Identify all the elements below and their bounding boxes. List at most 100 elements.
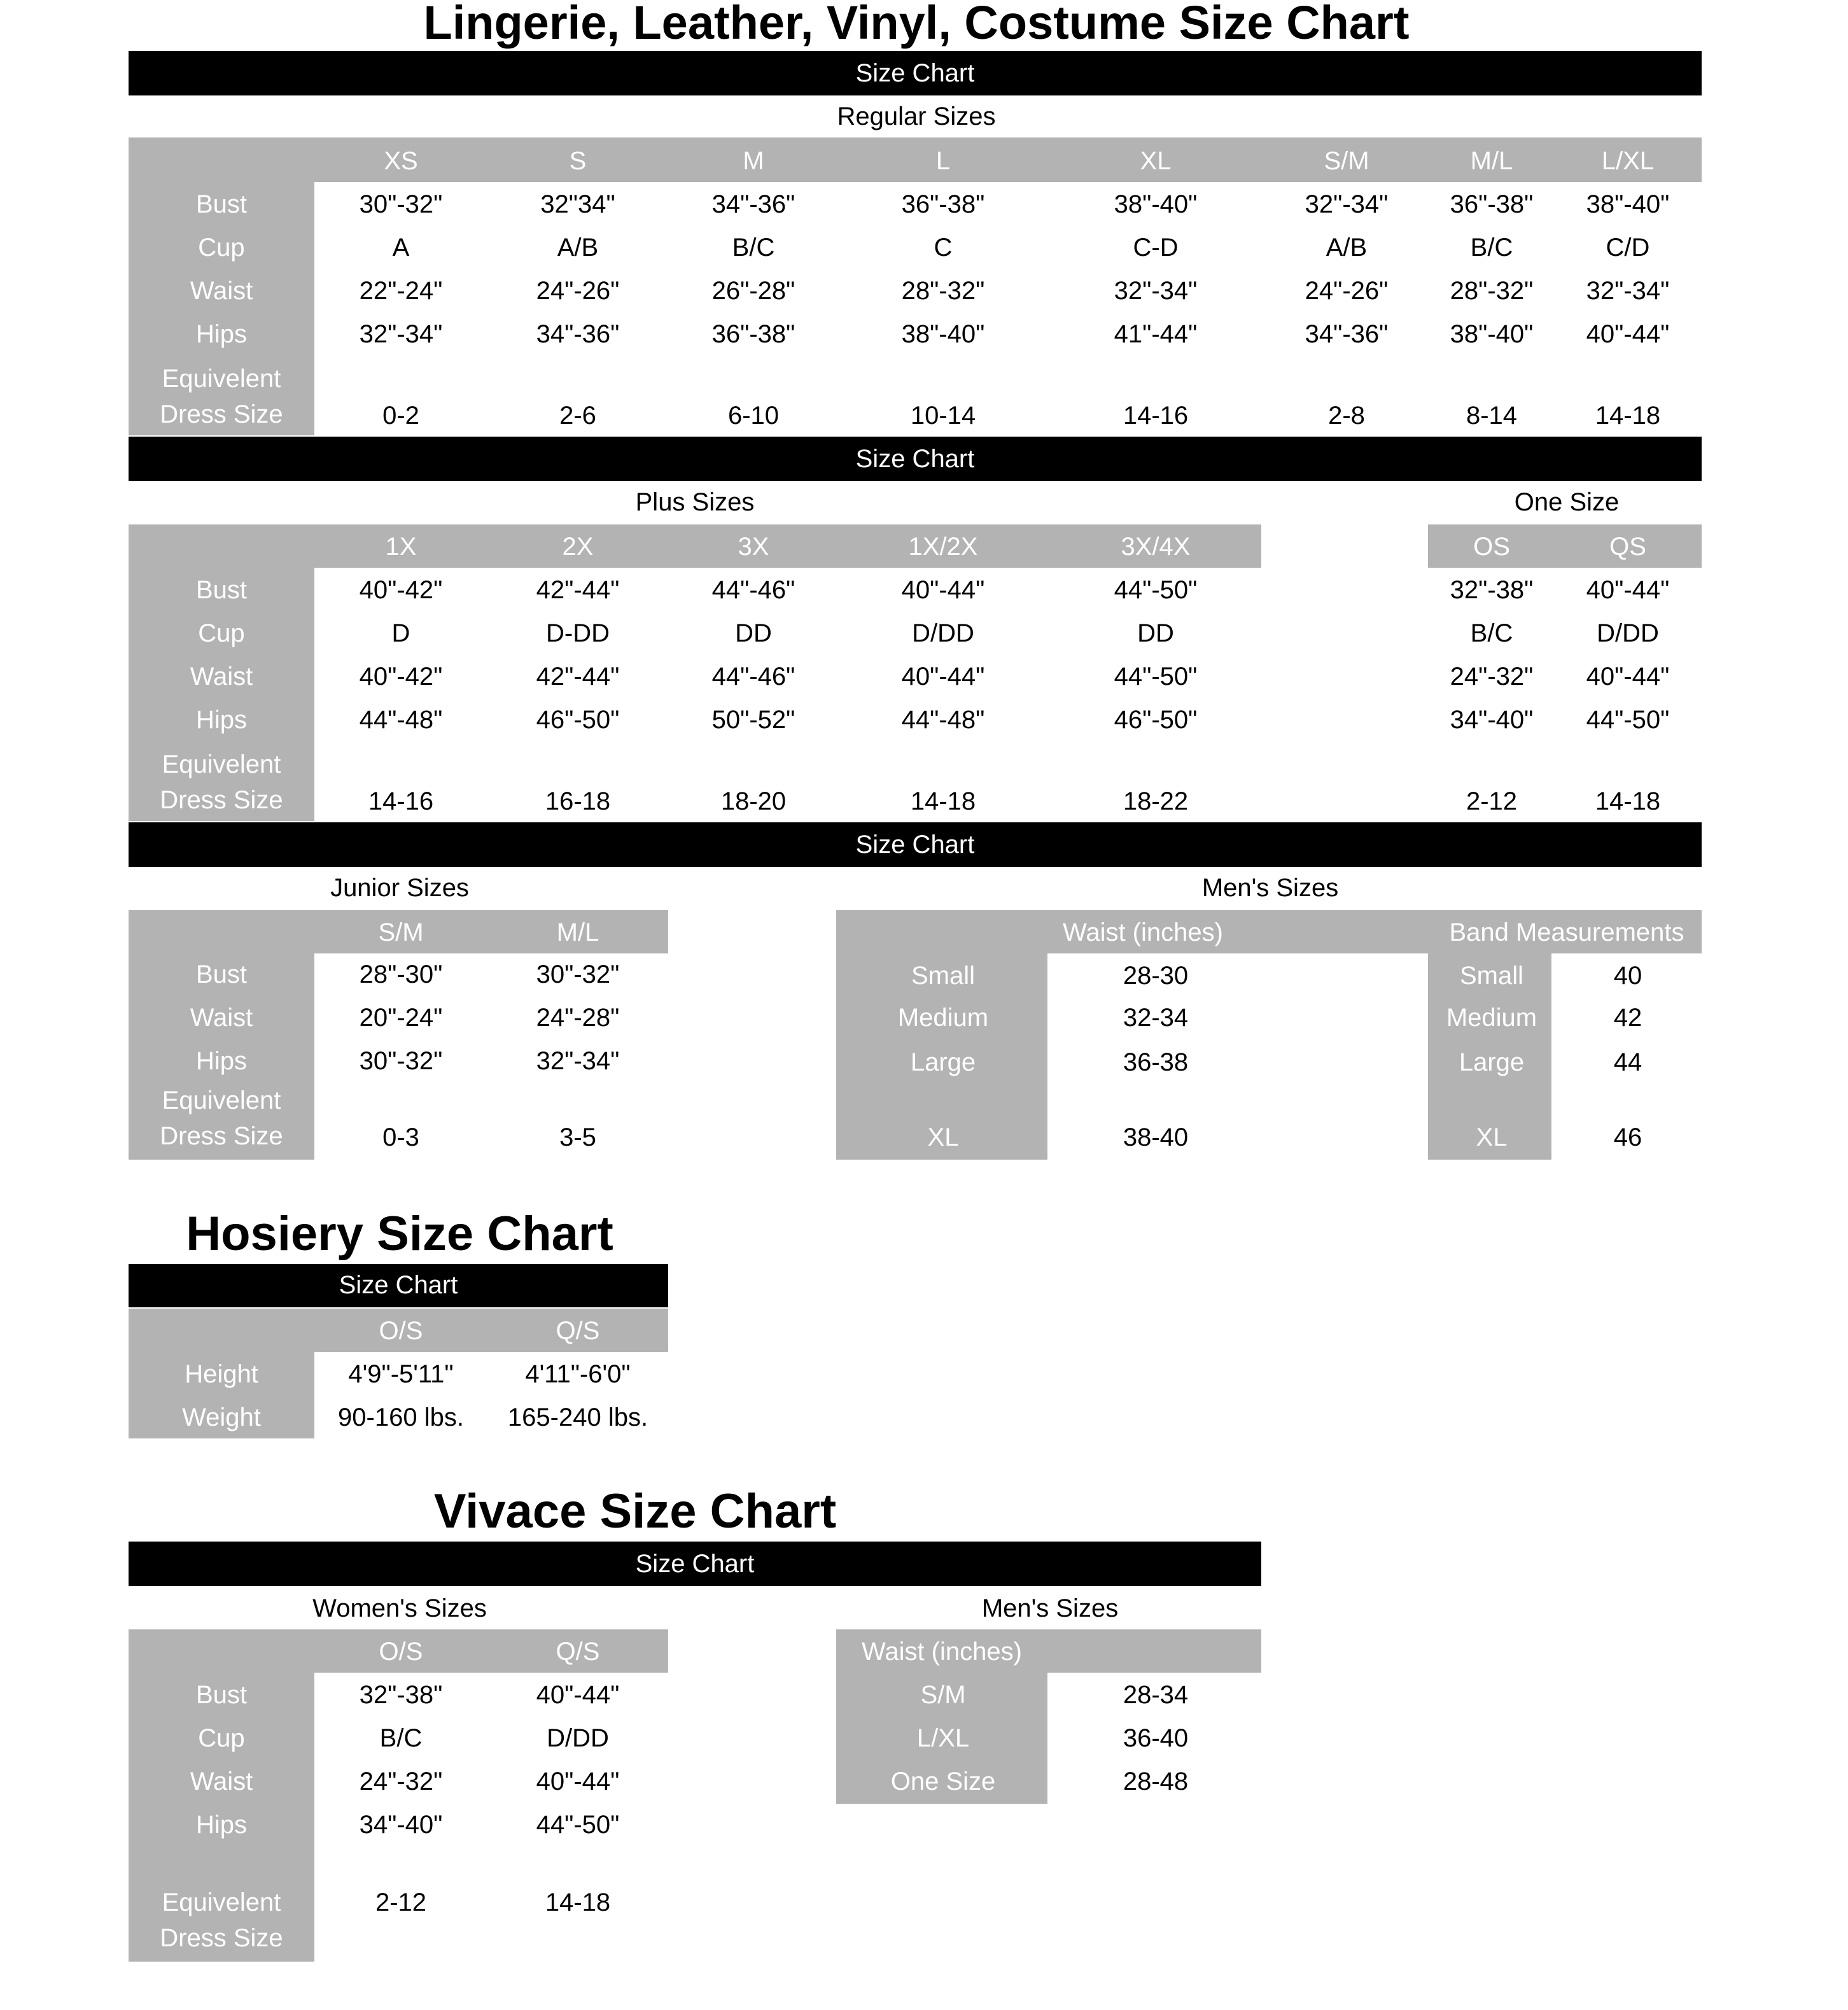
table-cell: D (391, 620, 410, 648)
size-chart-bar-label: Size Chart (855, 59, 975, 87)
table-cell: 28"-32" (1450, 278, 1534, 306)
table-cell: 42"-44" (536, 663, 620, 691)
table-cell: A (392, 234, 410, 262)
size-chart-bar (129, 1542, 1261, 1586)
column-header: XS (384, 148, 418, 176)
row-label: Dress Size (160, 1925, 283, 1953)
row-label: Waist (190, 663, 253, 691)
row-label: One Size (890, 1768, 996, 1796)
size-chart-bar (129, 822, 1702, 867)
table-cell: 28"-30" (359, 961, 443, 989)
row-label: Cup (198, 234, 245, 262)
table-cell: 34"-40" (1450, 706, 1534, 734)
row-label: Large (910, 1049, 976, 1077)
table-cell: 32"-38" (359, 1682, 443, 1710)
row-label: Bust (195, 1682, 248, 1710)
table-cell: 40"-42" (359, 663, 443, 691)
row-label: Weight (182, 1404, 261, 1432)
table-cell: 24"-26" (536, 278, 620, 306)
table-cell: 46"-50" (1114, 706, 1198, 734)
label-column (129, 1629, 314, 1962)
table-cell: 30"-32" (536, 961, 620, 989)
table-cell: 38"-40" (1450, 321, 1534, 349)
table-cell: 40"-44" (536, 1682, 620, 1710)
table-cell: 3-5 (559, 1124, 596, 1152)
table-cell: 32"34" (540, 191, 615, 219)
column-header: L/XL (1601, 148, 1655, 176)
row-label: Medium (1446, 1004, 1537, 1032)
table-cell: D-DD (546, 620, 610, 648)
table-cell: 2-6 (559, 402, 596, 430)
row-label: Small (1459, 962, 1524, 990)
row-label: Waist (190, 278, 253, 306)
table-cell: DD (735, 620, 772, 648)
label-column (129, 910, 314, 1160)
table-cell: 38-40 (1123, 1124, 1189, 1152)
table-cell: 46 (1613, 1124, 1642, 1152)
table-cell: 40"-44" (901, 663, 985, 691)
table-cell: 0-3 (382, 1124, 419, 1152)
table-cell: 14-18 (1595, 788, 1661, 816)
row-label: Equivelent (162, 1889, 281, 1917)
section-label: Women's Sizes (312, 1595, 487, 1623)
table-cell: 26"-28" (711, 278, 795, 306)
row-label: Small (911, 962, 976, 990)
vivace-title: Vivace Size Chart (433, 1486, 837, 1539)
label-column (836, 1629, 1047, 1804)
row-label: Hips (195, 706, 248, 734)
table-cell: 40 (1613, 962, 1642, 990)
label-column (129, 1309, 314, 1438)
table-cell: 2-12 (1466, 788, 1518, 816)
table-cell: C/D (1606, 234, 1650, 262)
section-label: Junior Sizes (330, 875, 469, 903)
table-cell: 34"-36" (1305, 321, 1389, 349)
table-cell: 90-160 lbs. (338, 1404, 464, 1432)
table-cell: 28-48 (1123, 1768, 1189, 1796)
column-header: QS (1609, 533, 1646, 561)
table-cell: 24"-26" (1305, 278, 1389, 306)
column-header: O/S (379, 1318, 423, 1346)
table-cell: 40"-44" (1586, 577, 1670, 605)
table-cell: D/DD (1597, 620, 1659, 648)
table-cell: 36"-38" (711, 321, 795, 349)
table-cell: 42 (1613, 1004, 1642, 1032)
label-column (1428, 910, 1551, 1160)
column-header: XL (1140, 148, 1172, 176)
header-band (129, 137, 1702, 182)
table-cell: 8-14 (1466, 402, 1518, 430)
row-label: Cup (198, 1725, 245, 1753)
table-cell: 32"-34" (1586, 278, 1670, 306)
table-cell: 44"-50" (1114, 577, 1198, 605)
column-header: S/M (1324, 148, 1369, 176)
row-label: Bust (195, 577, 248, 605)
row-label: XL (927, 1124, 959, 1152)
table-cell: 44"-50" (1586, 706, 1670, 734)
row-label: Dress Size (160, 787, 283, 815)
column-header: 1X (385, 533, 417, 561)
table-cell: 34"-36" (711, 191, 795, 219)
table-cell: 44 (1613, 1049, 1642, 1077)
table-cell: 36-40 (1123, 1725, 1189, 1753)
table-cell: 4'11"-6'0" (525, 1361, 631, 1389)
table-cell: 4'9"-5'11" (348, 1361, 454, 1389)
size-chart-bar (129, 1264, 668, 1307)
table-cell: 16-18 (545, 788, 611, 816)
table-cell: 14-18 (545, 1889, 611, 1917)
label-column (836, 910, 1047, 1160)
table-cell: 44"-50" (1114, 663, 1198, 691)
table-cell: 24"-32" (359, 1768, 443, 1796)
table-cell: 32"-34" (536, 1048, 620, 1076)
column-header: S/M (378, 919, 424, 947)
table-cell: 22"-24" (359, 278, 443, 306)
header-band (1428, 524, 1702, 568)
table-cell: 0-2 (382, 402, 419, 430)
table-cell: C-D (1133, 234, 1179, 262)
table-cell: 44"-50" (536, 1811, 620, 1839)
table-cell: 2-12 (375, 1889, 427, 1917)
table-cell: 40"-44" (1586, 321, 1670, 349)
table-cell: 40"-44" (901, 577, 985, 605)
table-cell: 14-18 (1595, 402, 1661, 430)
row-label: Equivelent (162, 751, 281, 779)
row-label: Bust (195, 961, 248, 989)
